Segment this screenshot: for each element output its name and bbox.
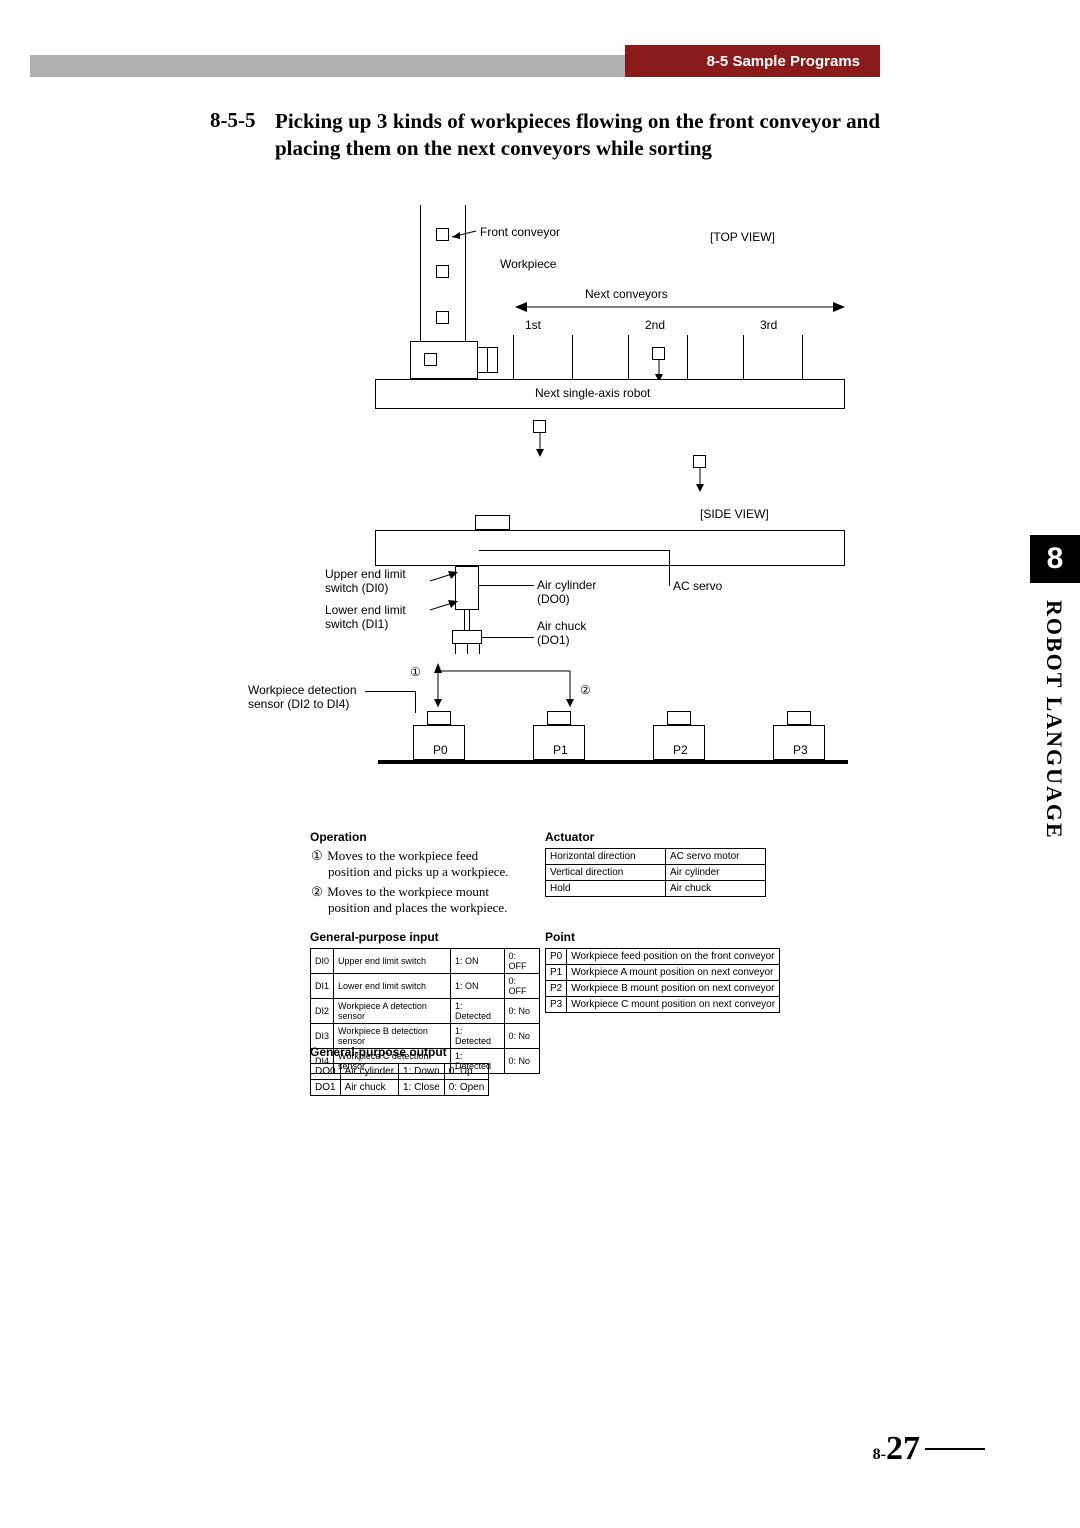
section-number: 8-5-5 xyxy=(210,108,256,133)
ac-servo-label: AC servo xyxy=(673,579,722,593)
upper-limit-label2: switch (DI0) xyxy=(325,581,388,595)
wd-sensor-label2: sensor (DI2 to DI4) xyxy=(248,697,349,711)
operation-title: Operation xyxy=(310,830,540,844)
page-rule xyxy=(925,1448,985,1450)
actuator-title: Actuator xyxy=(545,830,880,844)
wd-sensor-label: Workpiece detection xyxy=(248,683,357,697)
p2-label: P2 xyxy=(673,743,688,757)
sideview-label: [SIDE VIEW] xyxy=(700,507,769,521)
workpiece-label: Workpiece xyxy=(500,257,556,271)
gpi-title: General-purpose input xyxy=(310,930,540,944)
upper-limit-label: Upper end limit xyxy=(325,567,406,581)
gpo-table: DO0Air cylinder1: Down0: Up DO1Air chuck… xyxy=(310,1063,489,1096)
air-chuck-label: Air chuck xyxy=(537,619,586,633)
lower-limit-label: Lower end limit xyxy=(325,603,406,617)
section-title: Picking up 3 kinds of workpieces flowing… xyxy=(275,108,880,163)
point-table: P0Workpiece feed position on the front c… xyxy=(545,948,780,1013)
gpo-title: General-purpose output xyxy=(310,1045,540,1059)
conv2-label: 2nd xyxy=(645,318,665,332)
front-conveyor-label: Front conveyor xyxy=(480,225,560,239)
air-cyl-label2: (DO0) xyxy=(537,592,570,606)
actuator-table: Horizontal directionAC servo motor Verti… xyxy=(545,848,766,897)
point-title: Point xyxy=(545,930,880,944)
air-cyl-label: Air cylinder xyxy=(537,578,596,592)
p1-label: P1 xyxy=(553,743,568,757)
chapter-tab: 8 xyxy=(1030,535,1080,583)
next-conveyors-label: Next conveyors xyxy=(585,287,668,301)
lower-limit-label2: switch (DI1) xyxy=(325,617,388,631)
conv1-label: 1st xyxy=(525,318,541,332)
p3-label: P3 xyxy=(793,743,808,757)
step1-label: ① xyxy=(410,665,421,679)
chapter-label: ROBOT LANGUAGE xyxy=(1041,600,1067,840)
step2-label: ② xyxy=(580,683,591,697)
header-gray-bar xyxy=(30,55,625,77)
topview-label: [TOP VIEW] xyxy=(710,230,775,244)
header-breadcrumb: 8-5 Sample Programs xyxy=(625,45,880,77)
air-chuck-label2: (DO1) xyxy=(537,633,570,647)
conv3-label: 3rd xyxy=(760,318,777,332)
next-robot-label: Next single-axis robot xyxy=(535,386,650,400)
operation-list: ① Moves to the workpiece feed position a… xyxy=(310,848,540,916)
diagram: [TOP VIEW] Front conveyor Workpiece Next… xyxy=(155,205,875,795)
page-number: 8-27 xyxy=(873,1430,920,1468)
p0-label: P0 xyxy=(433,743,448,757)
